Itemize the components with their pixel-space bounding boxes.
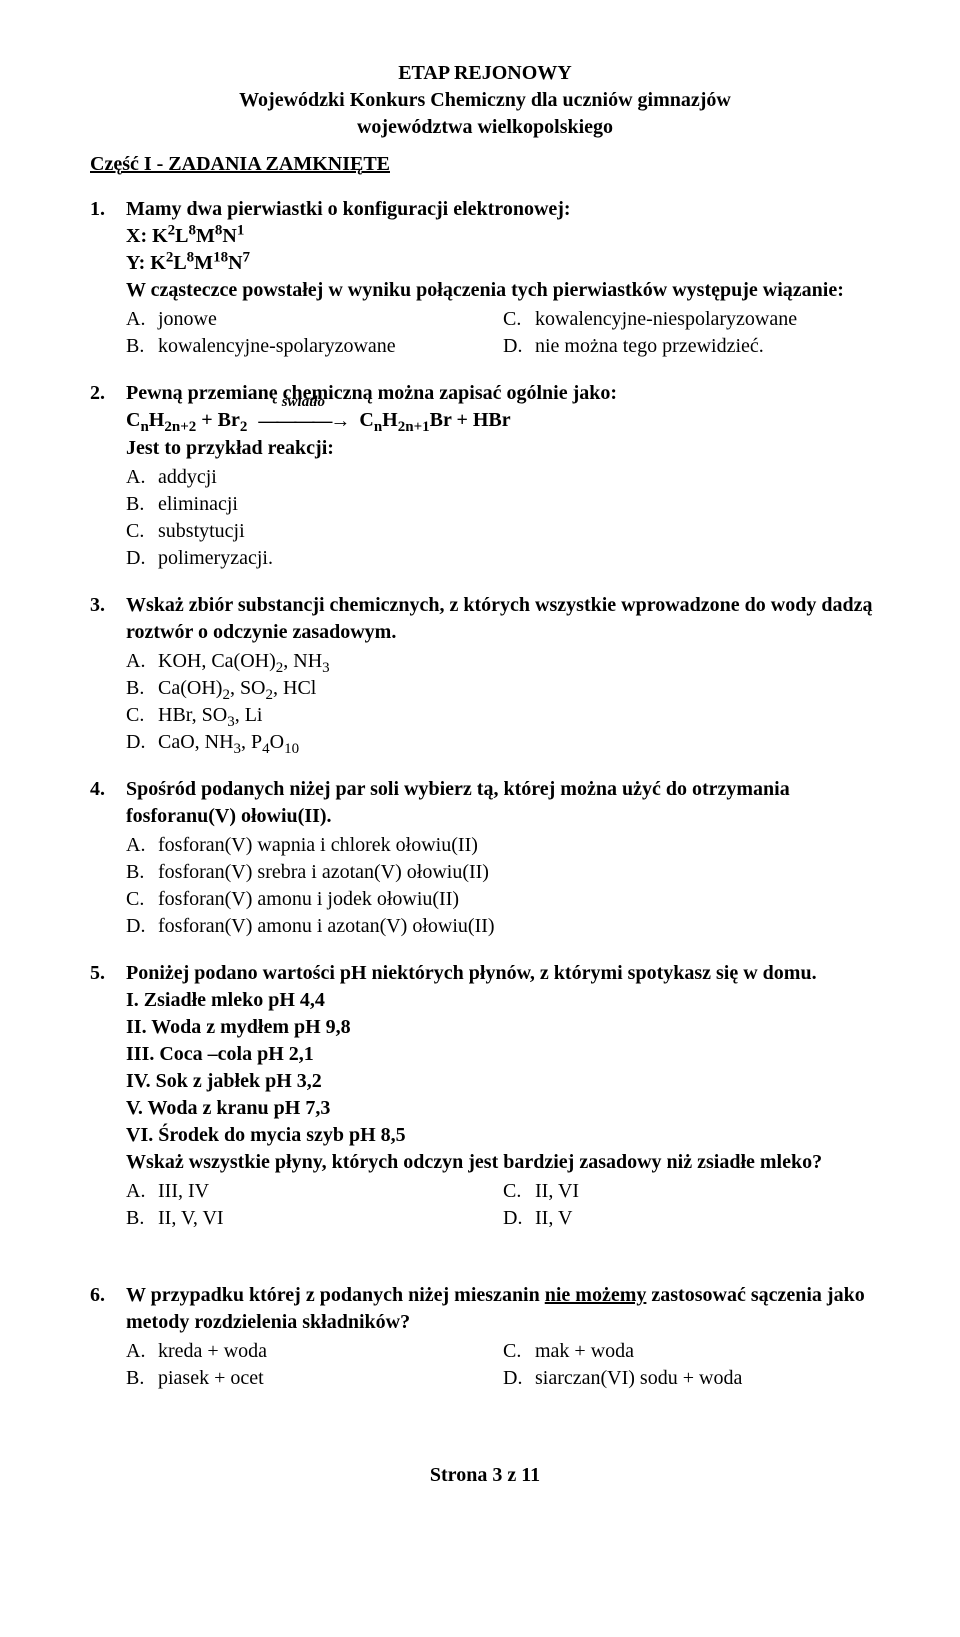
roman-item: III. Coca –cola pH 2,1 (126, 1041, 880, 1068)
options: A.fosforan(V) wapnia i chlorek ołowiu(II… (126, 832, 880, 940)
question-number: 2. (90, 380, 126, 572)
option-letter: B. (126, 1365, 158, 1392)
roman-item: I. Zsiadłe mleko pH 4,4 (126, 987, 880, 1014)
question-body: Mamy dwa pierwiastki o konfiguracji elek… (126, 196, 880, 360)
question-2: 2. Pewną przemianę chemiczną można zapis… (90, 380, 880, 572)
page-footer: Strona 3 z 11 (90, 1462, 880, 1489)
question-number: 1. (90, 196, 126, 360)
option-text: fosforan(V) amonu i jodek ołowiu(II) (158, 886, 459, 913)
option-text: mak + woda (535, 1338, 634, 1365)
option-text: II, V (535, 1205, 572, 1232)
question-number: 3. (90, 592, 126, 756)
question-number: 4. (90, 776, 126, 940)
option-text: siarczan(VI) sodu + woda (535, 1365, 742, 1392)
option-letter: B. (126, 1205, 158, 1232)
roman-item: VI. Środek do mycia szyb pH 8,5 (126, 1122, 880, 1149)
option-letter: A. (126, 1338, 158, 1365)
option-text: HBr, SO3, Li (158, 702, 263, 729)
option-text: eliminacji (158, 491, 238, 518)
option-letter: C. (503, 306, 535, 333)
option-letter: C. (126, 518, 158, 545)
option-letter: B. (126, 491, 158, 518)
question-stem: Pewną przemianę chemiczną można zapisać … (126, 380, 880, 407)
question-body: Pewną przemianę chemiczną można zapisać … (126, 380, 880, 572)
option-text: piasek + ocet (158, 1365, 264, 1392)
option-letter: D. (503, 1365, 535, 1392)
question-stem: Spośród podanych niżej par soli wybierz … (126, 776, 880, 830)
options: A.addycji B.eliminacji C.substytucji D.p… (126, 464, 880, 572)
option-letter: A. (126, 1178, 158, 1205)
question-5: 5. Poniżej podano wartości pH niektórych… (90, 960, 880, 1232)
option-letter: D. (126, 545, 158, 572)
option-letter: A. (126, 464, 158, 491)
header-line-1: ETAP REJONOWY (90, 60, 880, 87)
config-x: X: K2L8M8N1 (126, 223, 880, 250)
options: A.KOH, Ca(OH)2, NH3 B.Ca(OH)2, SO2, HCl … (126, 648, 880, 756)
question-stem-2: Wskaż wszystkie płyny, których odczyn je… (126, 1149, 880, 1176)
option-letter: B. (126, 675, 158, 702)
question-number: 6. (90, 1282, 126, 1392)
option-letter: D. (503, 333, 535, 360)
option-text: fosforan(V) amonu i azotan(V) ołowiu(II) (158, 913, 495, 940)
option-letter: D. (126, 913, 158, 940)
option-letter: A. (126, 832, 158, 859)
option-text: Ca(OH)2, SO2, HCl (158, 675, 316, 702)
header: ETAP REJONOWY Wojewódzki Konkurs Chemicz… (90, 60, 880, 141)
option-letter: A. (126, 648, 158, 675)
option-letter: C. (503, 1338, 535, 1365)
question-stem-2: W cząsteczce powstałej w wyniku połączen… (126, 277, 880, 304)
header-line-3: województwa wielkopolskiego (90, 114, 880, 141)
question-1: 1. Mamy dwa pierwiastki o konfiguracji e… (90, 196, 880, 360)
option-letter: B. (126, 333, 158, 360)
option-letter: D. (126, 729, 158, 756)
option-text: jonowe (158, 306, 217, 333)
options: A.kreda + woda B.piasek + ocet C.mak + w… (126, 1338, 880, 1392)
option-text: kowalencyjne-spolaryzowane (158, 333, 396, 360)
section-title: Część I - ZADANIA ZAMKNIĘTE (90, 151, 880, 178)
question-6: 6. W przypadku której z podanych niżej m… (90, 1282, 880, 1392)
option-text: nie można tego przewidzieć. (535, 333, 764, 360)
option-text: II, V, VI (158, 1205, 224, 1232)
option-text: CaO, NH3, P4O10 (158, 729, 299, 756)
question-stem-2: Jest to przykład reakcji: (126, 435, 880, 462)
question-body: Poniżej podano wartości pH niektórych pł… (126, 960, 880, 1232)
option-letter: C. (126, 702, 158, 729)
option-text: fosforan(V) wapnia i chlorek ołowiu(II) (158, 832, 478, 859)
roman-item: II. Woda z mydłem pH 9,8 (126, 1014, 880, 1041)
option-text: III, IV (158, 1178, 209, 1205)
option-letter: B. (126, 859, 158, 886)
option-letter: C. (503, 1178, 535, 1205)
option-letter: D. (503, 1205, 535, 1232)
question-body: Wskaż zbiór substancji chemicznych, z kt… (126, 592, 880, 756)
header-line-2: Wojewódzki Konkurs Chemiczny dla uczniów… (90, 87, 880, 114)
question-4: 4. Spośród podanych niżej par soli wybie… (90, 776, 880, 940)
option-text: fosforan(V) srebra i azotan(V) ołowiu(II… (158, 859, 489, 886)
option-text: kreda + woda (158, 1338, 267, 1365)
option-text: polimeryzacji. (158, 545, 273, 572)
option-letter: C. (126, 886, 158, 913)
question-stem: Mamy dwa pierwiastki o konfiguracji elek… (126, 196, 880, 223)
option-text: substytucji (158, 518, 245, 545)
reaction-equation: CnH2n+2 + Br2 światło ————→ CnH2n+1Br + … (126, 407, 880, 435)
question-stem: W przypadku której z podanych niżej mies… (126, 1282, 880, 1336)
question-3: 3. Wskaż zbiór substancji chemicznych, z… (90, 592, 880, 756)
arrow-icon: światło ————→ (258, 408, 348, 435)
question-number: 5. (90, 960, 126, 1232)
option-text: addycji (158, 464, 217, 491)
question-body: Spośród podanych niżej par soli wybierz … (126, 776, 880, 940)
options: A.jonowe B.kowalencyjne-spolaryzowane C.… (126, 306, 880, 360)
roman-item: V. Woda z kranu pH 7,3 (126, 1095, 880, 1122)
option-text: II, VI (535, 1178, 579, 1205)
option-text: KOH, Ca(OH)2, NH3 (158, 648, 330, 675)
question-stem: Wskaż zbiór substancji chemicznych, z kt… (126, 592, 880, 646)
option-letter: A. (126, 306, 158, 333)
options: A.III, IV B.II, V, VI C.II, VI D.II, V (126, 1178, 880, 1232)
roman-item: IV. Sok z jabłek pH 3,2 (126, 1068, 880, 1095)
question-body: W przypadku której z podanych niżej mies… (126, 1282, 880, 1392)
option-text: kowalencyjne-niespolaryzowane (535, 306, 797, 333)
question-stem: Poniżej podano wartości pH niektórych pł… (126, 960, 880, 987)
config-y: Y: K2L8M18N7 (126, 250, 880, 277)
